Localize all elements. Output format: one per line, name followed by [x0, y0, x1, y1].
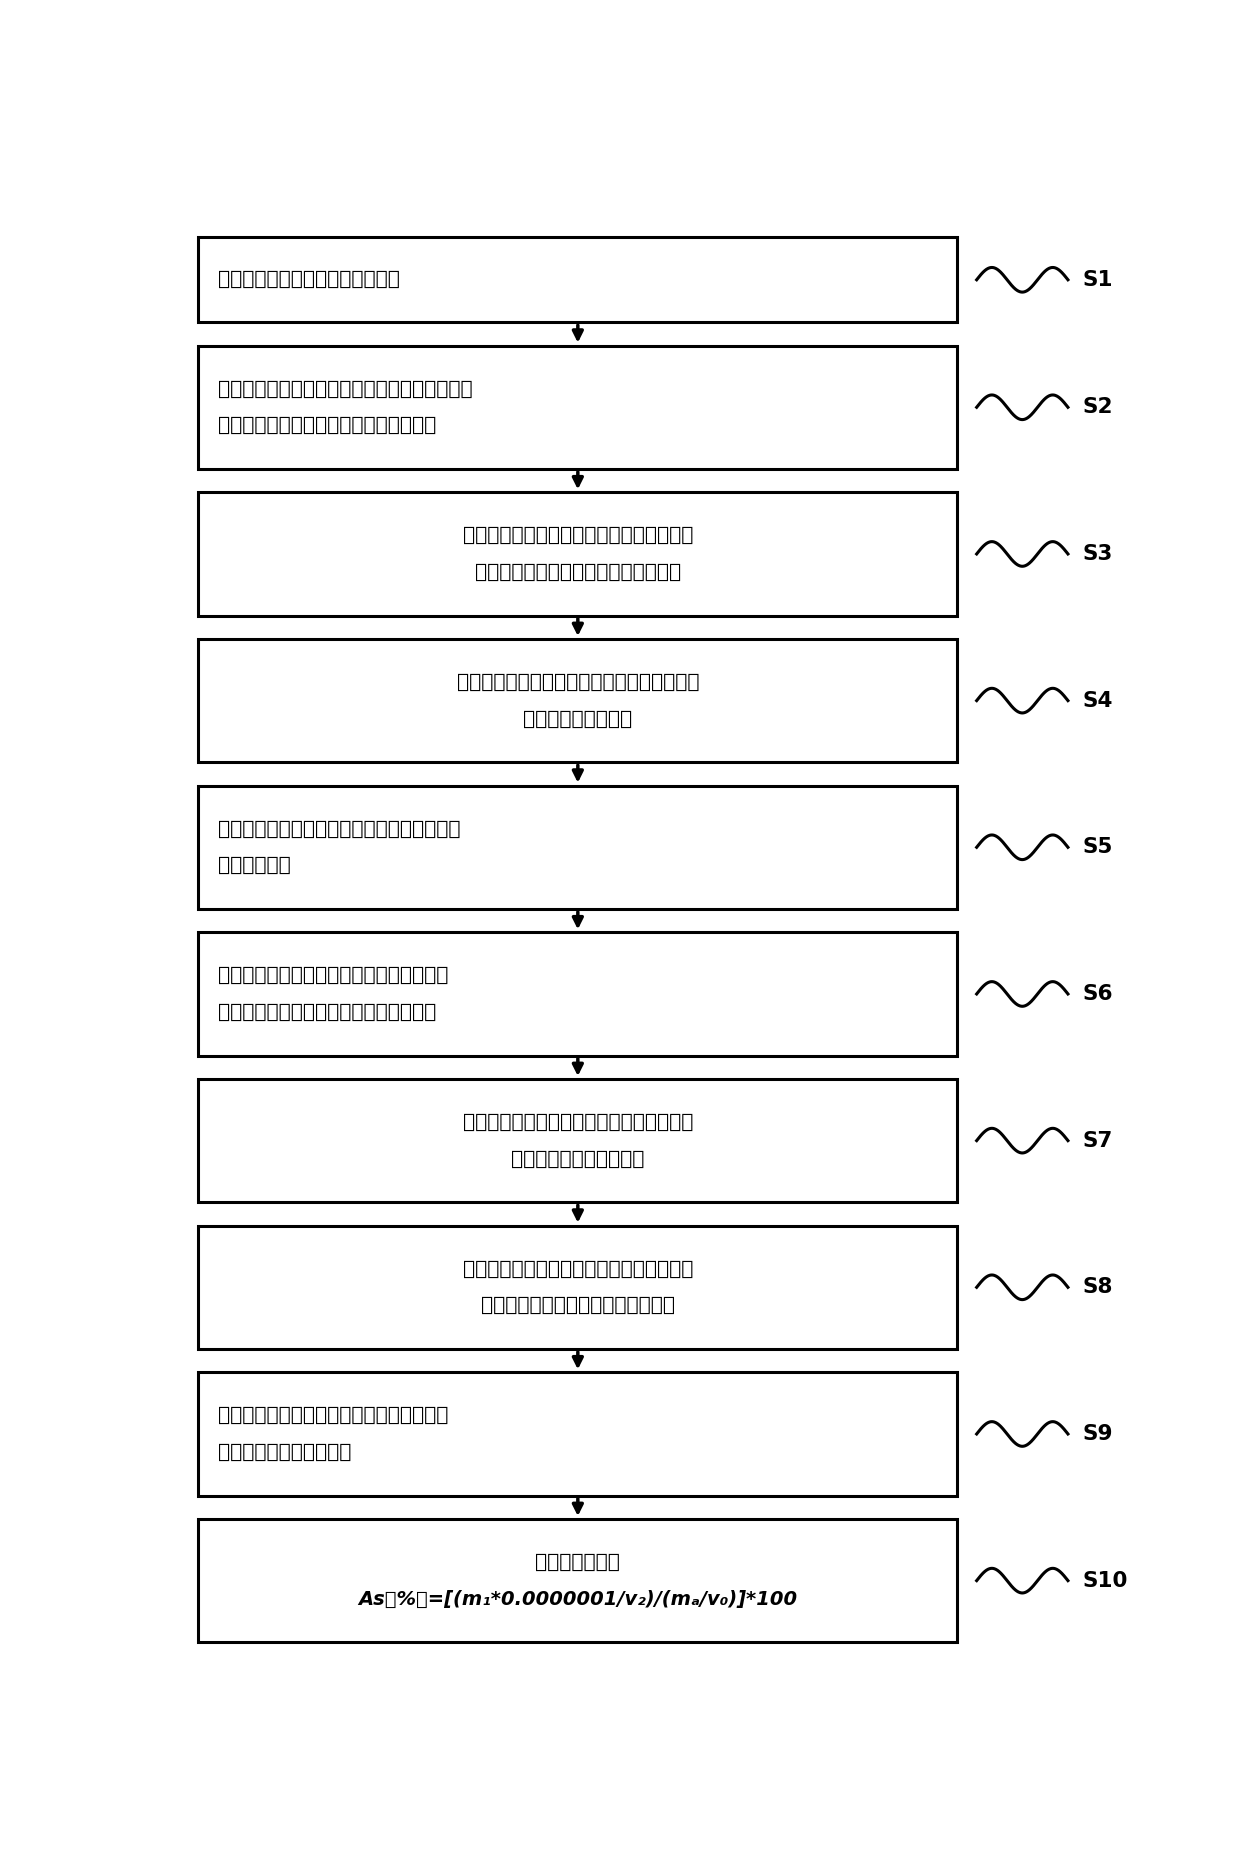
- Text: 近标准硃量溶液，细化配制标准色阶: 近标准硃量溶液，细化配制标准色阶: [481, 1295, 675, 1316]
- Text: 试样的称取：通过电子秤称取试样: 试样的称取：通过电子秤称取试样: [218, 270, 399, 288]
- Bar: [198, 236, 957, 322]
- Text: 比色管浑浦处理：对试样比色管进行加热，再: 比色管浑浦处理：对试样比色管进行加热，再: [218, 819, 460, 839]
- Text: 标准色阶二次配置：选取与试样溶液濁度相: 标准色阶二次配置：选取与试样溶液濁度相: [463, 1260, 693, 1279]
- Text: 试样溶液的量取：中速过滤澄清试样溶液，: 试样溶液的量取：中速过滤澄清试样溶液，: [463, 527, 693, 545]
- Text: 硃量溶液置于同数量的色阶比色管内调制: 硃量溶液置于同数量的色阶比色管内调制: [218, 1003, 436, 1022]
- Text: S3: S3: [1083, 543, 1112, 564]
- Text: S9: S9: [1083, 1424, 1112, 1444]
- Bar: [198, 491, 957, 616]
- Text: S8: S8: [1083, 1277, 1112, 1297]
- Text: 试样硃量计算：: 试样硃量计算：: [536, 1552, 620, 1573]
- Text: S7: S7: [1083, 1131, 1112, 1150]
- Text: 濁，判定试样对应的硃量: 濁，判定试样对应的硃量: [218, 1442, 351, 1463]
- Text: 添加辅助溶液：向试样比色管内依次加入硫酸: 添加辅助溶液：向试样比色管内依次加入硫酸: [456, 674, 699, 692]
- Text: 一次比色处理：将比色管并排放置，通过比: 一次比色处理：将比色管并排放置，通过比: [463, 1113, 693, 1131]
- Bar: [198, 1079, 957, 1202]
- Text: S1: S1: [1083, 270, 1112, 290]
- Bar: [198, 346, 957, 469]
- Text: 试样预处理：对试样高温煮开后低温加热分解，: 试样预处理：对试样高温煮开后低温加热分解，: [218, 380, 472, 398]
- Text: 濁，判定试样对应的硃量: 濁，判定试样对应的硃量: [511, 1150, 645, 1169]
- Text: S4: S4: [1083, 690, 1112, 711]
- Text: 铜、亚磷酸钙和盐酸: 铜、亚磷酸钙和盐酸: [523, 709, 632, 728]
- Text: 二次比色处理：将比色管并排放置，通过比: 二次比色处理：将比色管并排放置，通过比: [218, 1407, 448, 1426]
- Text: 标准色阶一次配置：取若干不同体积的标准: 标准色阶一次配置：取若干不同体积的标准: [218, 966, 448, 984]
- Text: S10: S10: [1083, 1571, 1127, 1591]
- Text: S2: S2: [1083, 396, 1112, 417]
- Bar: [198, 638, 957, 763]
- Text: 取下流水冷却: 取下流水冷却: [218, 856, 290, 875]
- Text: 加入盐酸，离子水稀释后摇匀，放置澄清: 加入盐酸，离子水稀释后摇匀，放置澄清: [218, 417, 436, 435]
- Text: 取过滤后的试样溶液置入试样比色管内: 取过滤后的试样溶液置入试样比色管内: [475, 562, 681, 582]
- Bar: [198, 1372, 957, 1496]
- Bar: [198, 1519, 957, 1643]
- Text: S6: S6: [1083, 984, 1112, 1003]
- Bar: [198, 1226, 957, 1349]
- Text: S5: S5: [1083, 837, 1112, 858]
- Text: As（%）=[(m₁*0.0000001/v₂)/(mₐ/v₀)]*100: As（%）=[(m₁*0.0000001/v₂)/(mₐ/v₀)]*100: [358, 1589, 797, 1608]
- Bar: [198, 932, 957, 1055]
- Bar: [198, 785, 957, 908]
